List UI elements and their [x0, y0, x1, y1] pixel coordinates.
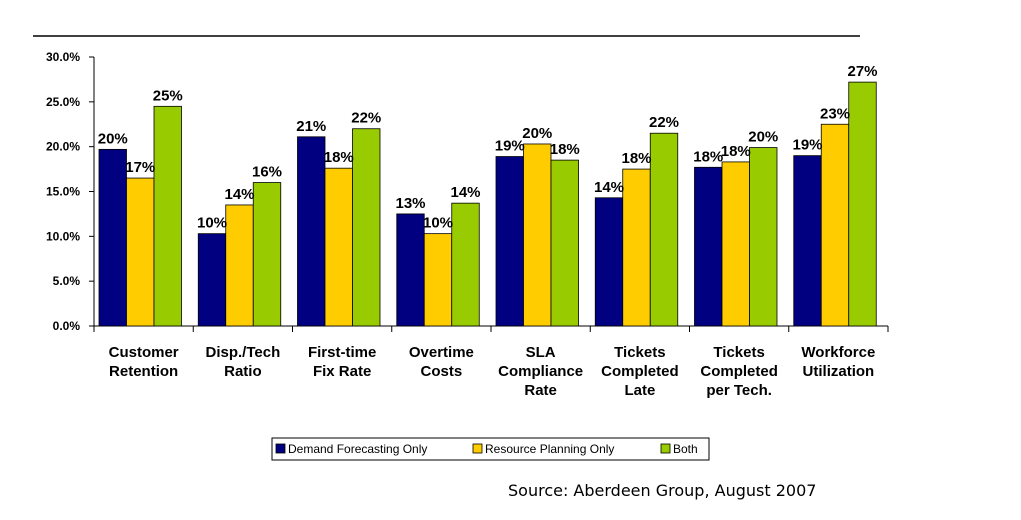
bar: [451, 202, 480, 327]
data-label: 14%: [224, 186, 254, 203]
legend: Demand Forecasting Only Resource Planning…: [271, 437, 710, 461]
data-labels: 20%10%21%13%19%14%18%19%17%14%18%10%20%1…: [98, 63, 878, 232]
bar: [749, 147, 778, 327]
data-label: 27%: [847, 63, 877, 80]
category-label: Compliance: [498, 363, 583, 380]
bar: [98, 148, 127, 327]
data-label: 19%: [792, 137, 822, 154]
data-label: 22%: [351, 110, 381, 127]
bar: [649, 132, 679, 327]
bar: [423, 233, 453, 327]
bar-chart: 0.0% 5.0% 10.0% 15.0% 20.0% 25.0% 30.0% 20% 10%…: [33, 35, 889, 461]
bar: [324, 167, 353, 327]
data-label: 10%: [197, 215, 227, 232]
y-tick-label: 0.0%: [53, 319, 81, 333]
legend-swatch: [275, 443, 286, 454]
y-tick-label: 30.0%: [46, 50, 80, 64]
data-label: 18%: [324, 149, 354, 166]
category-label: Disp./Tech: [206, 344, 281, 361]
data-label: 10%: [423, 215, 453, 232]
category-label: Completed: [700, 363, 778, 380]
y-tick-label: 5.0%: [53, 274, 81, 288]
legend-box: [271, 437, 710, 461]
bar: [126, 177, 155, 327]
category-label: Rate: [524, 382, 557, 399]
bar: [820, 123, 850, 327]
bar: [622, 168, 651, 327]
data-label: 13%: [395, 195, 425, 212]
y-tick-label: 10.0%: [46, 229, 80, 243]
category-label: Completed: [601, 363, 679, 380]
data-label: 22%: [649, 114, 679, 131]
category-label: Retention: [109, 363, 178, 380]
data-label: 19%: [495, 138, 525, 155]
category-label: Late: [624, 382, 655, 399]
bar: [396, 213, 425, 327]
category-label: Tickets: [713, 344, 764, 361]
category-label: First-time: [308, 344, 376, 361]
data-label: 18%: [550, 141, 580, 158]
legend-label: Both: [673, 442, 698, 456]
bar: [721, 161, 750, 327]
bar: [153, 105, 182, 327]
data-label: 16%: [252, 164, 282, 181]
bar: [523, 143, 552, 327]
legend-swatch: [472, 443, 483, 454]
bar: [694, 166, 723, 327]
bar: [550, 159, 579, 327]
y-tick-label: 20.0%: [46, 140, 80, 154]
legend-label: Demand Forecasting Only: [288, 442, 427, 456]
category-label: Overtime: [409, 344, 474, 361]
y-tick-label: 15.0%: [46, 185, 80, 199]
category-label: Fix Rate: [313, 363, 371, 380]
category-label: Workforce: [801, 344, 875, 361]
bar: [225, 204, 254, 327]
category-labels: Customer Retention Disp./Tech Ratio First-ti…: [109, 344, 876, 399]
y-tick-label: 25.0%: [46, 95, 80, 109]
bar: [848, 81, 877, 327]
data-label: 23%: [820, 105, 850, 122]
data-label: 20%: [98, 130, 128, 147]
bar: [297, 136, 326, 327]
data-label: 18%: [721, 143, 751, 160]
bars: [98, 81, 877, 327]
data-label: 20%: [522, 125, 552, 142]
category-label: Utilization: [803, 363, 875, 380]
data-label: 20%: [748, 129, 778, 146]
data-label: 17%: [125, 159, 155, 176]
category-label: per Tech.: [706, 382, 772, 399]
bar: [197, 233, 227, 327]
bar: [252, 182, 282, 327]
legend-swatch: [660, 443, 671, 454]
data-label: 25%: [153, 87, 183, 104]
category-label: Customer: [109, 344, 179, 361]
data-label: 14%: [450, 184, 480, 201]
data-label: 14%: [594, 179, 624, 196]
bar: [594, 197, 624, 327]
legend-label: Resource Planning Only: [485, 442, 614, 456]
category-label: Costs: [421, 363, 463, 380]
data-label: 18%: [621, 150, 651, 167]
data-label: 21%: [296, 118, 326, 135]
source-note: Source: Aberdeen Group, August 2007: [508, 481, 817, 500]
data-label: 18%: [693, 148, 723, 165]
category-label: Tickets: [614, 344, 665, 361]
category-label: SLA: [526, 344, 556, 361]
bar: [352, 128, 381, 327]
bar: [495, 156, 524, 327]
category-label: Ratio: [224, 363, 262, 380]
bar: [793, 155, 822, 327]
